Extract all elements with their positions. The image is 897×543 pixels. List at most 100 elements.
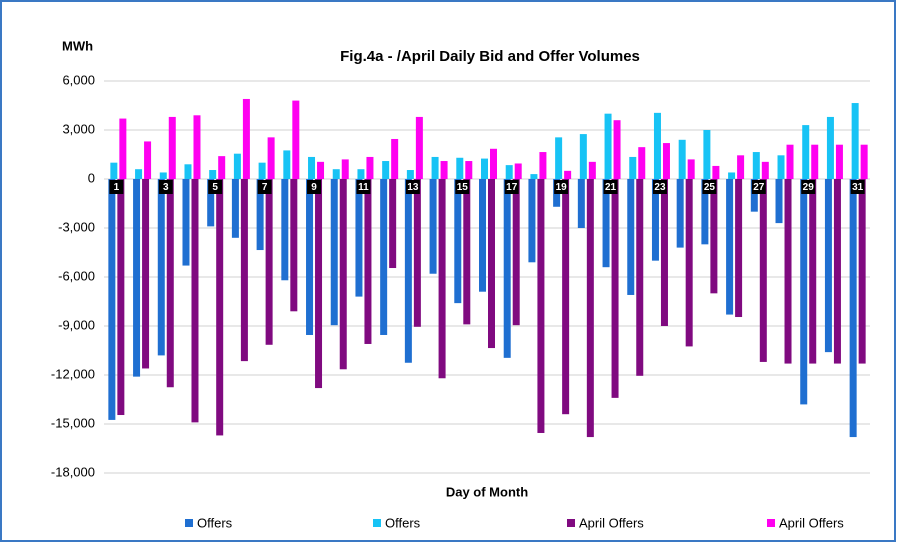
bar — [735, 179, 743, 318]
bar — [317, 161, 325, 179]
bar — [737, 155, 745, 179]
y-tick-label: -15,000 — [51, 415, 95, 430]
bar — [761, 161, 769, 179]
bar — [193, 115, 201, 179]
bar — [182, 179, 190, 266]
bar — [537, 179, 545, 433]
legend-swatch — [567, 519, 575, 527]
bar — [811, 144, 819, 179]
x-tick-label: 29 — [803, 182, 815, 193]
bar — [653, 112, 661, 179]
category-label-box — [751, 180, 766, 194]
bar — [759, 179, 767, 362]
bar — [157, 179, 165, 356]
bar — [728, 172, 736, 179]
bar — [218, 156, 226, 179]
bar — [726, 179, 734, 315]
bar — [341, 159, 349, 179]
category-label-box — [801, 180, 816, 194]
bar — [577, 179, 585, 228]
bar — [662, 143, 670, 179]
bar — [281, 179, 289, 281]
legend-swatch — [185, 519, 193, 527]
legend-swatch — [767, 519, 775, 527]
bar — [851, 103, 859, 179]
bar — [233, 153, 241, 179]
bar — [512, 179, 520, 326]
bar — [231, 179, 239, 238]
bar — [784, 179, 792, 364]
category-label-box — [257, 180, 272, 194]
x-tick-label: 31 — [852, 182, 864, 193]
bar — [676, 179, 684, 248]
bar — [404, 179, 412, 363]
x-tick-label: 9 — [311, 182, 317, 193]
y-tick-label: 6,000 — [62, 72, 95, 87]
bar — [364, 179, 372, 344]
bar — [454, 179, 462, 304]
bar — [330, 179, 338, 326]
bar — [651, 179, 659, 261]
bar — [849, 179, 857, 438]
category-label-box — [405, 180, 420, 194]
bar — [413, 179, 421, 327]
bar — [135, 169, 143, 179]
bar — [283, 150, 291, 179]
bar — [555, 137, 563, 179]
bar — [431, 156, 439, 179]
x-tick-label: 15 — [457, 182, 469, 193]
bar — [242, 98, 250, 179]
bar — [207, 179, 215, 227]
x-tick-label: 13 — [407, 182, 419, 193]
y-tick-label: 0 — [88, 170, 95, 185]
bar — [678, 139, 686, 179]
x-axis-label: Day of Month — [446, 484, 528, 499]
bar — [380, 179, 388, 335]
bar — [505, 165, 513, 179]
y-tick-label: -12,000 — [51, 366, 95, 381]
bar — [802, 125, 810, 179]
bar — [777, 155, 785, 179]
bar — [267, 137, 275, 179]
bar — [406, 170, 414, 179]
bar — [701, 179, 709, 245]
bar — [750, 179, 758, 212]
bar — [117, 179, 125, 416]
bar — [703, 130, 711, 179]
bar — [256, 179, 264, 251]
bar — [191, 179, 199, 423]
bar — [824, 179, 832, 353]
bar — [265, 179, 273, 345]
x-tick-label: 21 — [605, 182, 617, 193]
bar — [292, 100, 300, 179]
category-label-box — [504, 180, 519, 194]
bar — [355, 179, 363, 297]
category-label-box — [109, 180, 124, 194]
bar — [479, 179, 486, 292]
bar — [627, 179, 635, 295]
bar — [133, 179, 141, 377]
bar — [579, 134, 587, 179]
y-tick-label: -9,000 — [58, 317, 95, 332]
bar — [562, 179, 570, 415]
bar — [490, 148, 497, 179]
bar — [389, 179, 397, 269]
legend-label: April Offers — [579, 515, 644, 530]
bar — [685, 179, 693, 347]
bar — [119, 118, 127, 179]
bar — [775, 179, 783, 224]
category-label-box — [554, 180, 569, 194]
bar — [308, 156, 316, 179]
bar — [660, 179, 668, 326]
bar — [860, 144, 868, 179]
bar — [586, 179, 594, 438]
bar — [488, 179, 495, 349]
category-label-box — [455, 180, 470, 194]
bar — [833, 179, 841, 364]
category-label-box — [208, 180, 223, 194]
bar — [858, 179, 866, 364]
bar — [809, 179, 817, 364]
y-tick-label: -3,000 — [58, 219, 95, 234]
x-tick-label: 11 — [358, 182, 369, 193]
bar — [440, 161, 448, 179]
